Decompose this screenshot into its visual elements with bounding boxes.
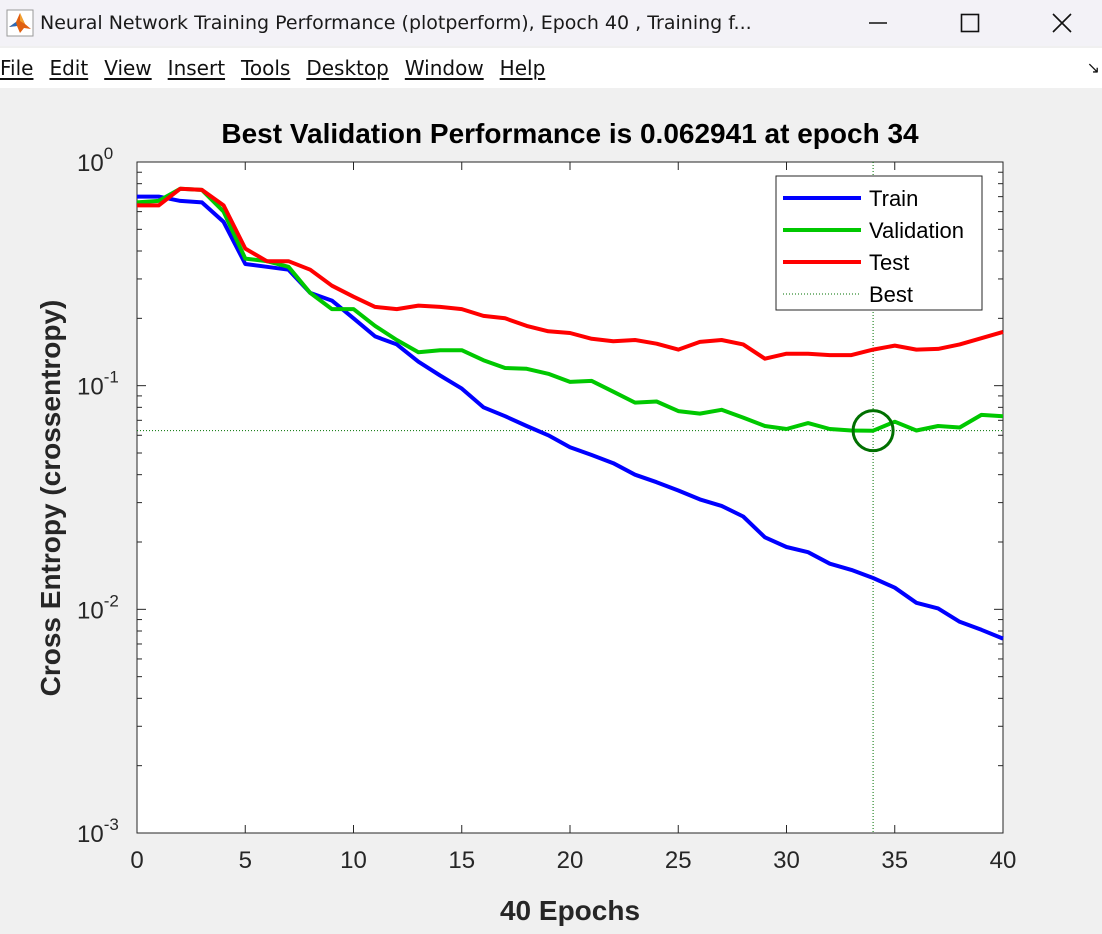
menu-edit[interactable]: Edit — [49, 56, 89, 80]
x-tick-label: 5 — [239, 847, 252, 874]
y-axis-label: Cross Entropy (crossentropy) — [35, 300, 66, 697]
maximize-button[interactable] — [924, 0, 1016, 46]
menu-tools[interactable]: Tools — [241, 56, 291, 80]
close-button[interactable] — [1016, 0, 1102, 46]
series-line-test — [137, 186, 1004, 361]
minimize-button[interactable] — [832, 0, 924, 46]
menu-insert[interactable]: Insert — [167, 56, 226, 80]
menu-view[interactable]: View — [104, 56, 152, 80]
y-tick-exponent: -1 — [104, 368, 119, 387]
maximize-icon — [960, 13, 980, 33]
x-tick-label: 20 — [557, 847, 584, 874]
window-titlebar: Neural Network Training Performance (plo… — [0, 0, 1102, 46]
series-line-validation — [136, 186, 1004, 433]
series-lines — [136, 186, 1004, 641]
series-line-train — [137, 194, 1004, 641]
dock-arrow-icon[interactable]: ↘ — [1086, 60, 1100, 77]
legend-label-test: Test — [869, 250, 909, 275]
x-tick-label: 35 — [881, 847, 908, 874]
menu-window[interactable]: Window — [404, 56, 484, 80]
x-axis-label: 40 Epochs — [500, 895, 640, 926]
x-tick-label: 30 — [773, 847, 800, 874]
y-tick-label: 10-3 — [77, 815, 119, 848]
chart-title: Best Validation Performance is 0.062941 … — [221, 118, 919, 149]
y-tick-label: 10-2 — [77, 591, 119, 624]
legend-label-best: Best — [869, 282, 913, 307]
y-tick-label: 10-1 — [77, 368, 119, 401]
close-icon — [1052, 13, 1072, 33]
menu-file[interactable]: File — [0, 56, 34, 80]
x-tick-label: 15 — [448, 847, 475, 874]
y-tick-exponent: -3 — [104, 815, 119, 834]
x-tick-label: 0 — [130, 847, 143, 874]
legend: Train Validation Test Best — [775, 175, 983, 311]
menu-bar: File Edit View Insert Tools Desktop Wind… — [0, 48, 1102, 88]
y-tick-exponent: 0 — [104, 144, 113, 163]
x-tick-label: 10 — [340, 847, 367, 874]
y-tick-label: 100 — [77, 144, 113, 177]
x-tick-label: 25 — [665, 847, 692, 874]
best-marker — [851, 409, 895, 453]
minimize-icon — [869, 22, 887, 24]
legend-label-train: Train — [869, 186, 918, 211]
y-tick-exponent: -2 — [104, 591, 119, 610]
legend-label-validation: Validation — [869, 218, 964, 243]
x-tick-label: 40 — [990, 847, 1017, 874]
matlab-icon — [6, 9, 34, 37]
performance-plot: Best Validation Performance is 0.062941 … — [35, 118, 1017, 926]
window-title: Neural Network Training Performance (plo… — [40, 12, 752, 34]
menu-desktop[interactable]: Desktop — [306, 56, 389, 80]
best-circle — [851, 409, 895, 453]
menu-help[interactable]: Help — [499, 56, 546, 80]
